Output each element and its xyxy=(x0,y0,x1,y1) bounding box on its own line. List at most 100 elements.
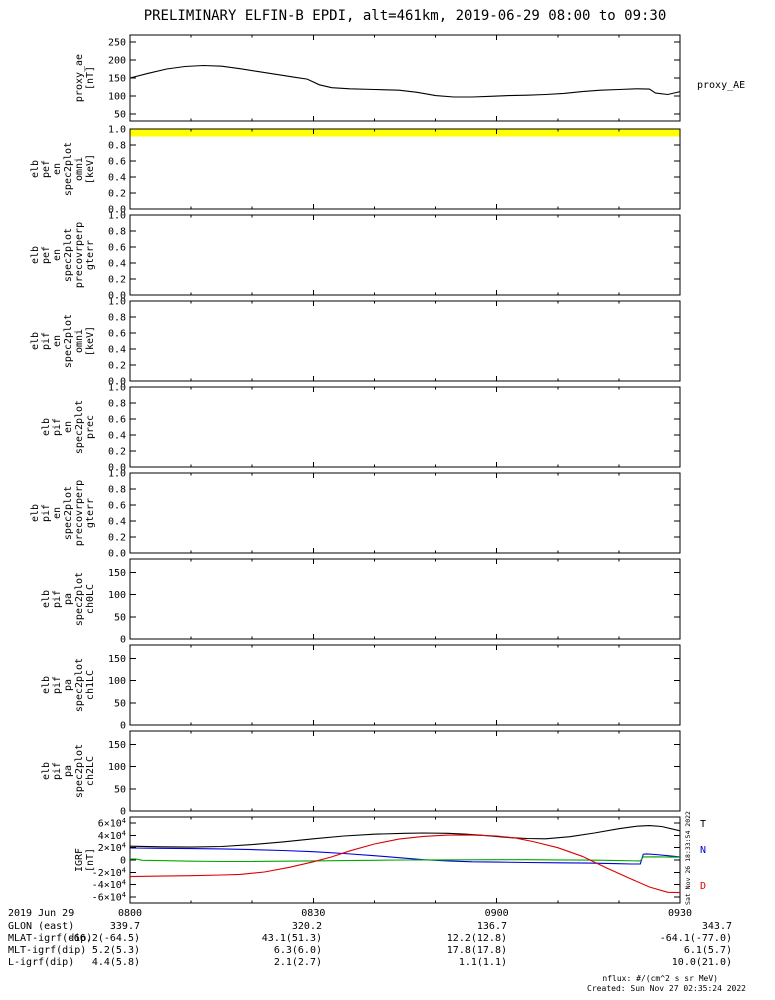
panel-ylabel-pif-pa-ch1lc: spec2plot xyxy=(74,658,85,712)
y-tick-label: 0.0 xyxy=(108,463,126,474)
panel-ylabel-proxy-ae: [nT] xyxy=(85,66,96,90)
ephemeris-value: 339.7 xyxy=(110,921,140,932)
y-tick-label: 2×104 xyxy=(98,842,126,855)
ephemeris-row-label: MLT-igrf(dip) xyxy=(8,945,86,956)
panel-ylabel-pif-en-precovrperp-gterr: pif xyxy=(41,504,52,522)
y-tick-label: 200 xyxy=(108,56,126,67)
y-tick-label: 1.0 xyxy=(108,211,126,222)
panel-ylabel-pef-en-omni: omni xyxy=(74,157,85,181)
panel-ylabel-pif-pa-ch0lc: pif xyxy=(52,590,63,608)
ephemeris-value: 136.7 xyxy=(477,921,507,932)
y-tick-label: 0 xyxy=(120,721,126,732)
igrf-legend-N: N xyxy=(700,845,706,856)
igrf-series-D xyxy=(129,834,681,894)
ephemeris-row-label: GLON (east) xyxy=(8,921,74,932)
panel-ylabel-igrf: IGRF xyxy=(74,848,85,872)
panel-ylabel-pif-pa-ch0lc: pa xyxy=(63,593,74,605)
x-tick-label: 0830 xyxy=(301,908,325,919)
y-tick-label: 0.8 xyxy=(108,313,126,324)
ephemeris-value: 43.1(51.3) xyxy=(262,933,322,944)
y-tick-label: 0.4 xyxy=(108,345,126,356)
panel-ylabel-pif-en-prec: pif xyxy=(52,418,63,436)
igrf-legend-T: T xyxy=(700,819,706,830)
panel-ylabel-pif-pa-ch2lc: elb xyxy=(41,762,52,780)
panel-frame-pef-en-precovrperp-gterr xyxy=(129,214,681,296)
y-tick-label: 0.0 xyxy=(108,205,126,216)
y-tick-label: 100 xyxy=(108,590,126,601)
y-tick-label: 0.4 xyxy=(108,517,126,528)
panel-ylabel-pif-en-prec: spec2plot xyxy=(74,400,85,454)
panel-ylabel-pef-en-precovrperp-gterr: precovrperp xyxy=(74,222,85,288)
y-tick-label: 0.8 xyxy=(108,141,126,152)
y-tick-label: 1.0 xyxy=(108,469,126,480)
data-series xyxy=(129,64,681,894)
ephemeris-row-label: L-igrf(dip) xyxy=(8,957,74,968)
panel-frame-pif-en-omni xyxy=(129,300,681,382)
igrf-legend-D: D xyxy=(700,881,706,892)
y-tick-label: 0 xyxy=(120,635,126,646)
ephemeris-value: 6.1(5.7) xyxy=(684,945,732,956)
panel-ylabel-igrf: [nT] xyxy=(85,848,96,872)
y-tick-label: 0 xyxy=(120,856,126,867)
y-tick-label: 50 xyxy=(114,698,126,709)
y-tick-label: 50 xyxy=(114,109,126,120)
panel-ylabel-pif-pa-ch1lc: pif xyxy=(52,676,63,694)
y-tick-label: 0.6 xyxy=(108,501,126,512)
panel-ylabel-pif-pa-ch1lc: ch1LC xyxy=(85,670,96,700)
panel-frame-pif-pa-ch0lc xyxy=(129,558,681,640)
panel-ylabel-pef-en-precovrperp-gterr: pef xyxy=(41,246,52,264)
panel-ylabel-pef-en-precovrperp-gterr: gterr xyxy=(85,240,96,270)
panel-ylabel-pef-en-omni: elb xyxy=(30,160,41,178)
panel-ylabel-pif-pa-ch1lc: elb xyxy=(41,676,52,694)
date-label: 2019 Jun 29 xyxy=(8,908,74,919)
panel-ylabel-pif-pa-ch2lc: spec2plot xyxy=(74,744,85,798)
y-tick-label: 0.6 xyxy=(108,415,126,426)
panel-ylabel-pif-en-prec: elb xyxy=(41,418,52,436)
y-tick-label: 0.6 xyxy=(108,243,126,254)
x-tick-label: 0930 xyxy=(668,908,692,919)
ephemeris-value: 2.1(2.7) xyxy=(274,957,322,968)
panel-ylabel-proxy-ae: proxy_ae xyxy=(74,54,85,102)
y-tick-label: 0.4 xyxy=(108,173,126,184)
ephemeris-row-label: MLAT-igrf(dip) xyxy=(8,933,92,944)
igrf-series-N xyxy=(129,847,681,865)
igrf-series-green xyxy=(130,856,681,863)
panel-ylabel-pif-en-precovrperp-gterr: spec2plot xyxy=(63,486,74,540)
y-tick-label: 0.4 xyxy=(108,431,126,442)
panel-ylabel-pef-en-precovrperp-gterr: en xyxy=(52,249,63,261)
y-tick-label: 250 xyxy=(108,38,126,49)
panel-frame-pef-en-omni xyxy=(129,128,681,210)
plot-title: PRELIMINARY ELFIN-B EPDI, alt=461km, 201… xyxy=(144,8,667,24)
x-tick-label: 0800 xyxy=(118,908,142,919)
y-tick-label: 0 xyxy=(120,807,126,818)
y-tick-label: 0.6 xyxy=(108,157,126,168)
ephemeris-value: 320.2 xyxy=(292,921,322,932)
proxy-ae-right-label: proxy_AE xyxy=(697,80,745,91)
y-tick-label: 0.8 xyxy=(108,227,126,238)
y-tick-label: 0.8 xyxy=(108,485,126,496)
y-tick-label: 0.0 xyxy=(108,377,126,388)
y-tick-label: 0.2 xyxy=(108,275,126,286)
panel-frame-pif-en-prec xyxy=(129,386,681,468)
ephemeris-value: -64.1(-77.0) xyxy=(660,933,732,944)
y-tick-label: 0.2 xyxy=(108,361,126,372)
panel-frame-pif-pa-ch1lc xyxy=(129,644,681,726)
ephemeris-value: 5.2(5.3) xyxy=(92,945,140,956)
ephemeris-value: 6.3(6.0) xyxy=(274,945,322,956)
panel-ylabel-pef-en-omni: pef xyxy=(41,160,52,178)
panel-ylabel-pif-en-precovrperp-gterr: elb xyxy=(30,504,41,522)
y-tick-label: 0.2 xyxy=(108,533,126,544)
panel-ylabel-pif-pa-ch0lc: ch0LC xyxy=(85,584,96,614)
panel-ylabel-pif-pa-ch0lc: spec2plot xyxy=(74,572,85,626)
proxy-ae-line xyxy=(129,64,681,98)
ephemeris-value: 12.2(12.8) xyxy=(447,933,507,944)
y-tick-label: 1.0 xyxy=(108,125,126,136)
panel-ylabel-pef-en-precovrperp-gterr: spec2plot xyxy=(63,228,74,282)
y-tick-label: 0.0 xyxy=(108,291,126,302)
panel-frame-pif-en-precovrperp-gterr xyxy=(129,472,681,554)
panel-ylabel-pif-en-omni: pif xyxy=(41,332,52,350)
y-tick-label: 0.8 xyxy=(108,399,126,410)
panel-ylabel-pif-en-precovrperp-gterr: en xyxy=(52,507,63,519)
panel-ylabel-pif-en-precovrperp-gterr: precovrperp xyxy=(74,480,85,546)
